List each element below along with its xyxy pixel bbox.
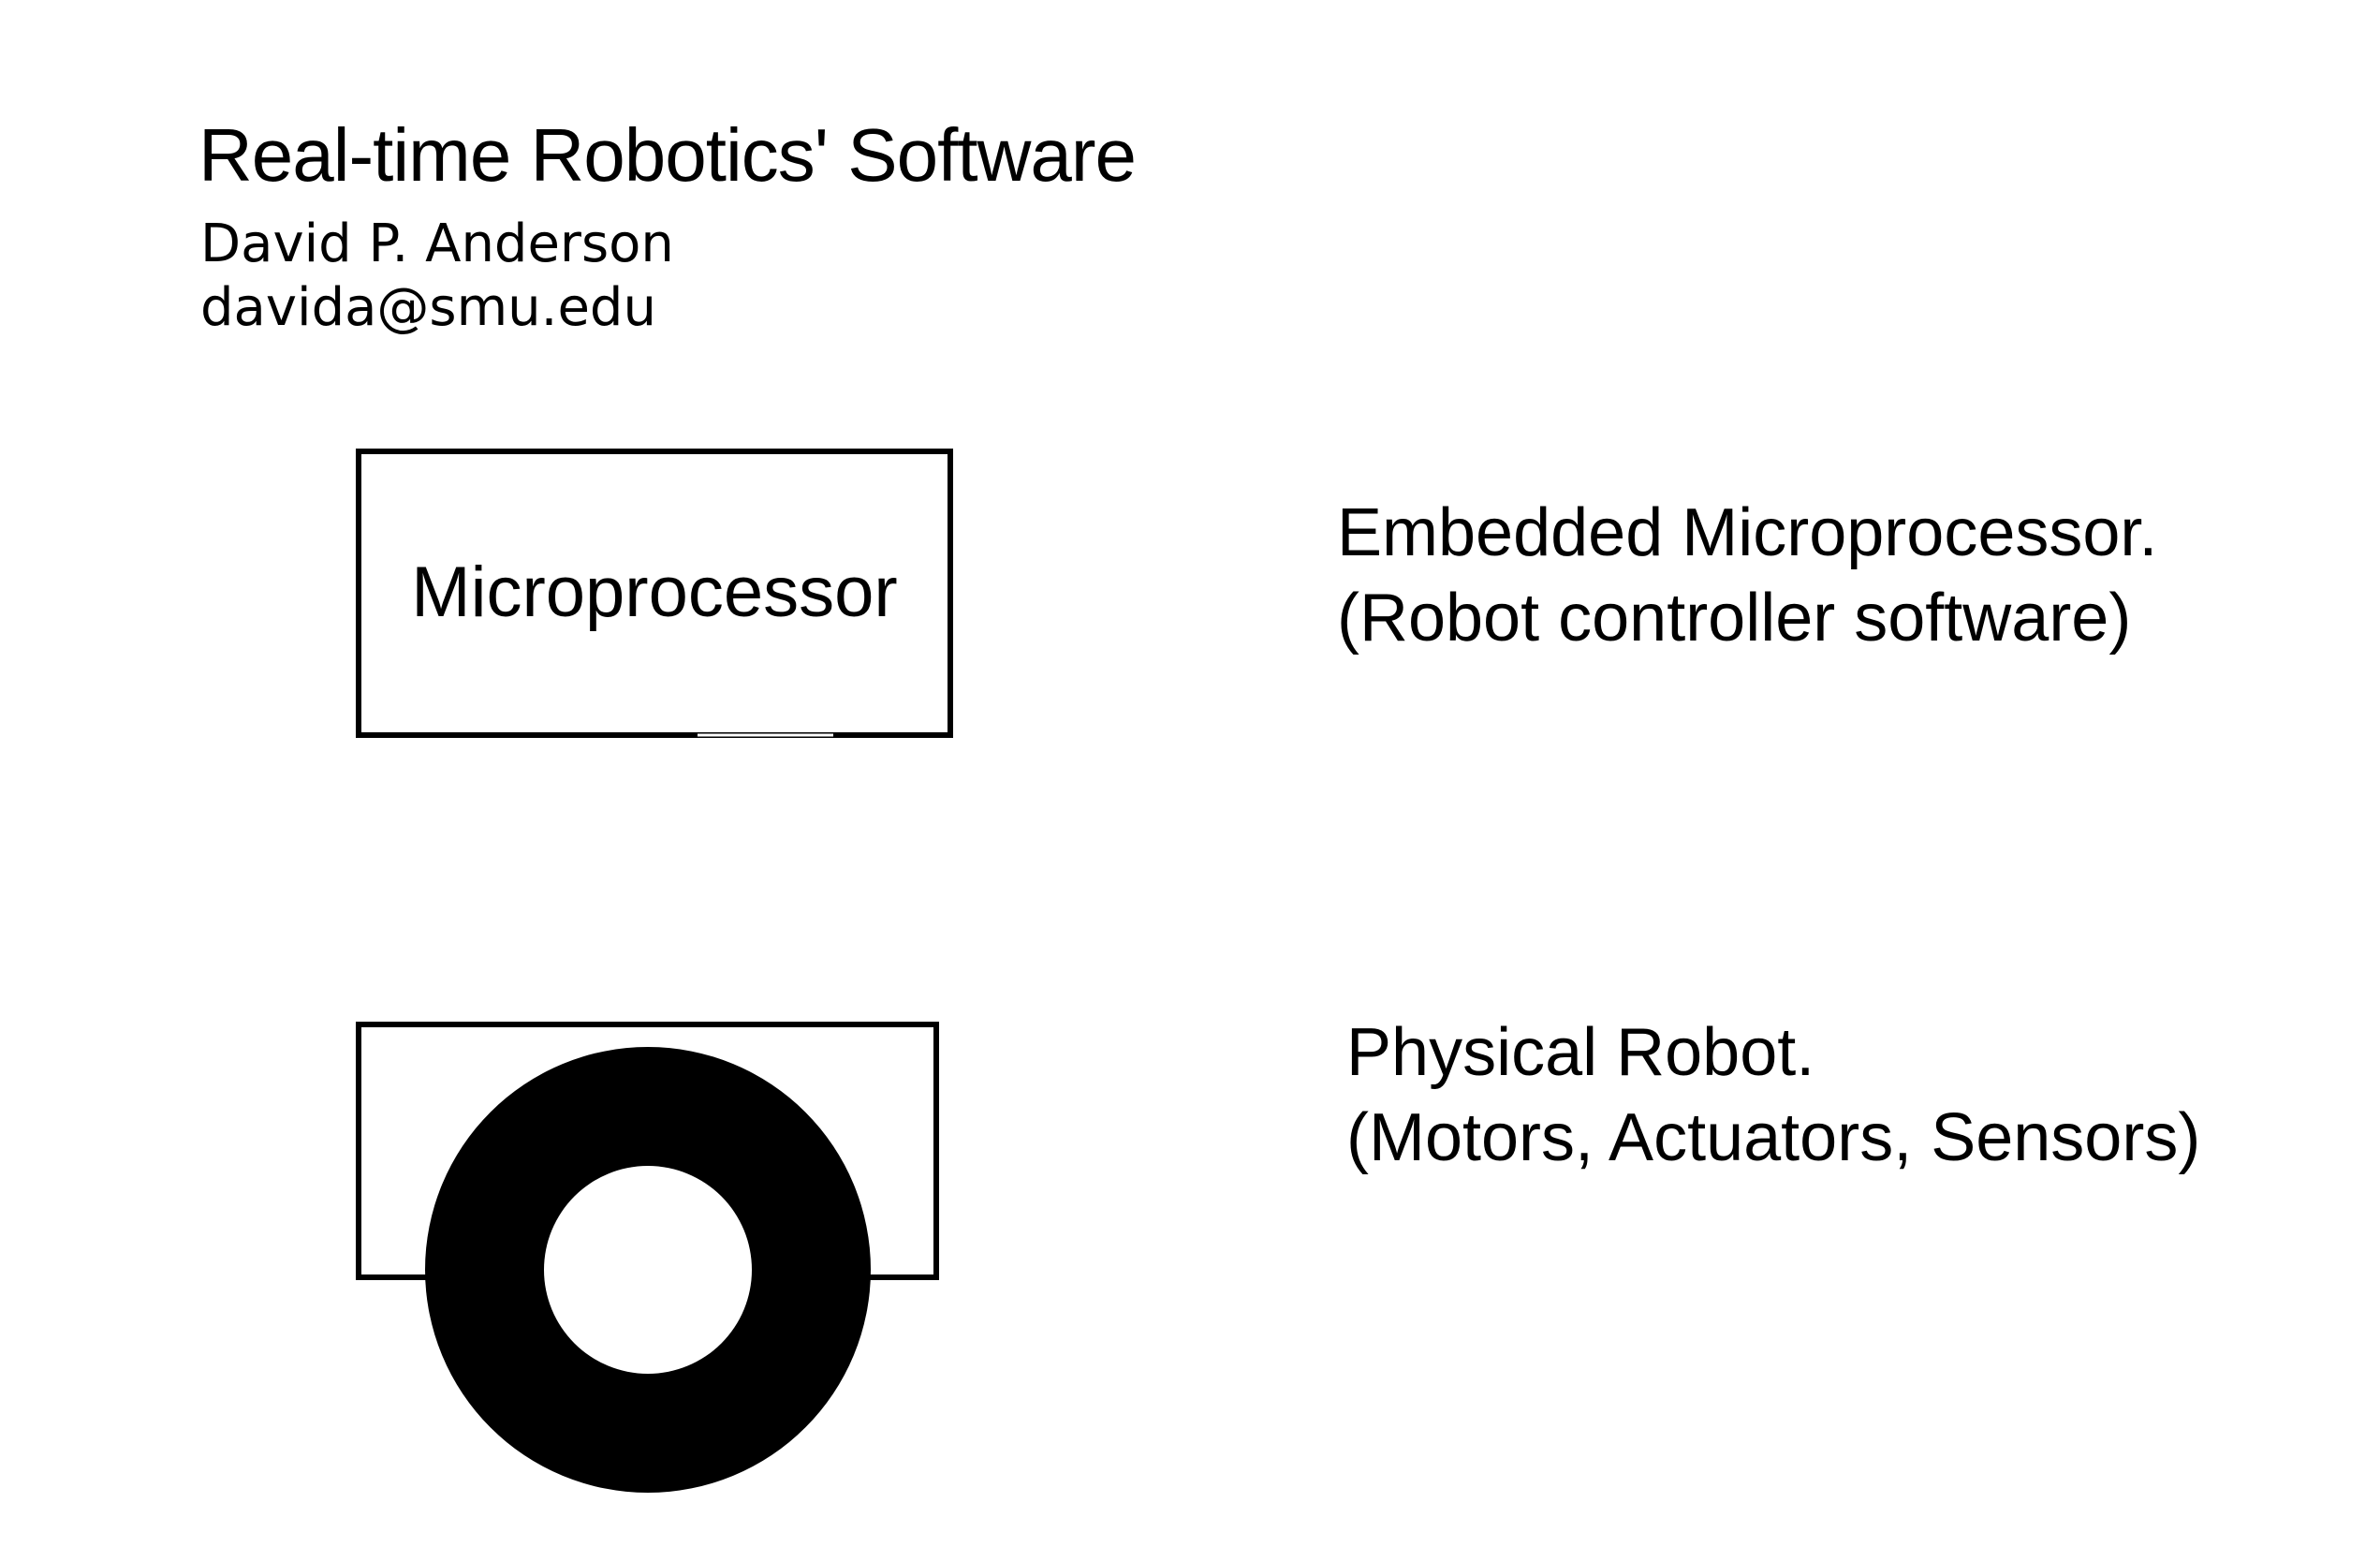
microprocessor-box bbox=[356, 449, 953, 738]
embedded-label-line2: (Robot controller software) bbox=[1337, 581, 2132, 656]
page-title: Real-time Robotics' Software bbox=[198, 113, 1137, 197]
physical-label-line2: (Motors, Actuators, Sensors) bbox=[1346, 1100, 2201, 1175]
robot-wheel-hub bbox=[544, 1166, 752, 1374]
embedded-label-line1: Embedded Microprocessor. bbox=[1337, 495, 2158, 570]
physical-label-line1: Physical Robot. bbox=[1346, 1015, 1815, 1090]
author-name: David P. Anderson bbox=[200, 214, 674, 274]
author-email: davida@smu.edu bbox=[200, 277, 656, 338]
microprocessor-box-label: Microprocessor bbox=[411, 552, 897, 632]
